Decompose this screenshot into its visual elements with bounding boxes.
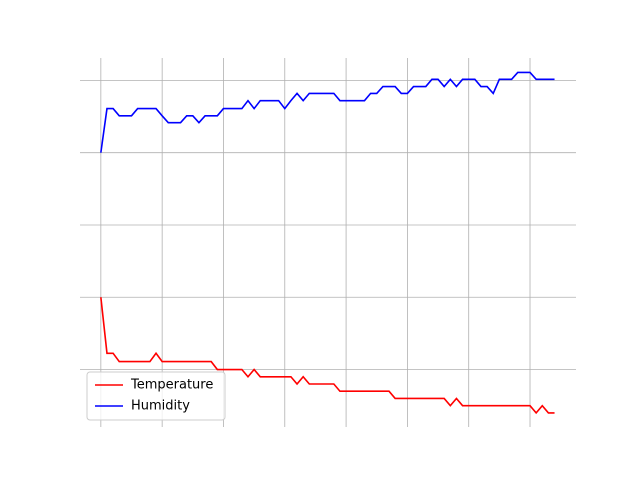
legend-label: Humidity	[131, 399, 190, 414]
line	[100, 297, 555, 415]
legend-label: Temperature	[130, 378, 213, 393]
line	[100, 71, 555, 153]
legend-box	[86, 371, 226, 421]
